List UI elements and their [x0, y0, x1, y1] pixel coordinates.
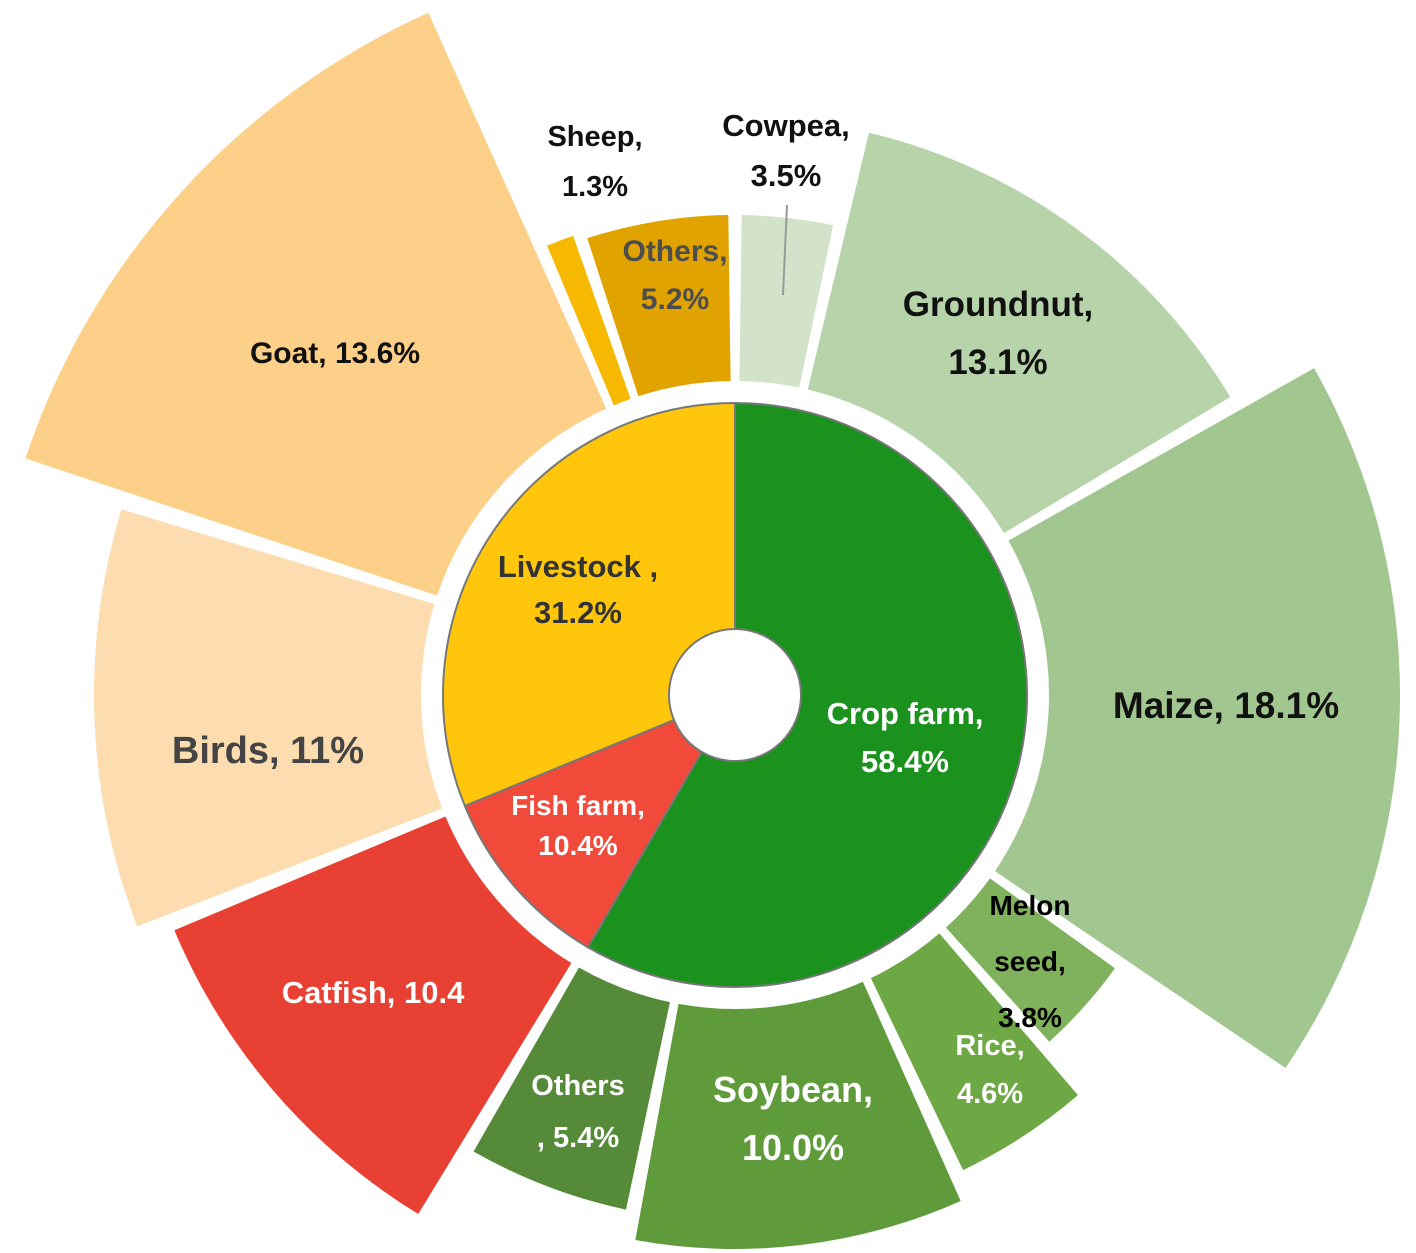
outer-segment-livestock-others: [587, 215, 731, 397]
outer-label-livestock-birds-line: Birds, 11%: [172, 730, 364, 772]
outer-segment-crop-farm-cowpea: [739, 215, 834, 388]
inner-label-fish-farm-line: 10.4%: [538, 830, 617, 861]
outer-segment-livestock-goat: [25, 12, 607, 596]
outer-label-crop-farm-maize-line: Maize, 18.1%: [1113, 685, 1339, 726]
outer-label-livestock-birds: Birds, 11%: [172, 730, 364, 772]
outer-label-crop-farm-melon-seed: Melon seed, 3.8%: [990, 890, 1071, 1033]
outer-label-crop-farm-cowpea: Cowpea, 3.5%: [722, 108, 849, 193]
outer-label-livestock-goat: Goat, 13.6%: [250, 337, 420, 370]
outer-label-crop-farm-melon-seed-line: 3.8%: [998, 1002, 1062, 1033]
outer-label-crop-farm-rice-line: Rice,: [955, 1030, 1024, 1062]
inner-label-livestock-line: Livestock ,: [498, 549, 658, 584]
outer-label-livestock-others-line: Others,: [622, 235, 727, 268]
outer-segment-crop-farm-others: [473, 967, 670, 1210]
outer-segment-crop-farm-rice: [870, 933, 1078, 1171]
outer-label-crop-farm-others-line: Others: [531, 1070, 624, 1102]
outer-label-livestock-sheep-line: 1.3%: [562, 171, 628, 203]
outer-label-fish-farm-catfish: Catfish, 10.4: [282, 975, 465, 1010]
inner-segment-livestock: [442, 401, 736, 808]
outer-label-livestock-sheep-line: Sheep,: [547, 121, 642, 153]
outer-label-crop-farm-rice-line: 4.6%: [957, 1078, 1023, 1110]
inner-segment-fish-farm: [463, 718, 704, 949]
outer-label-livestock-sheep: Sheep, 1.3%: [547, 121, 642, 203]
outer-label-crop-farm-groundnut-line: Groundnut,: [903, 285, 1094, 324]
outer-label-livestock-others-line: 5.2%: [641, 283, 709, 316]
inner-label-crop-farm: Crop farm, 58.4%: [827, 696, 984, 779]
outer-label-crop-farm-soybean: Soybean, 10.0%: [713, 1069, 873, 1168]
inner-segment-crop-farm: [586, 401, 1028, 988]
outer-label-crop-farm-groundnut: Groundnut, 13.1%: [903, 285, 1094, 382]
outer-label-crop-farm-others: Others , 5.4%: [531, 1070, 624, 1154]
outer-label-crop-farm-cowpea-line: Cowpea,: [722, 108, 849, 143]
outer-label-crop-farm-others-line: , 5.4%: [537, 1122, 619, 1154]
outer-segment-crop-farm-melon-seed: [945, 878, 1115, 1042]
outer-label-crop-farm-melon-seed-line: Melon: [990, 890, 1071, 921]
inner-label-fish-farm: Fish farm, 10.4%: [511, 790, 645, 861]
outer-segment-crop-farm-soybean: [635, 981, 961, 1250]
inner-label-crop-farm-line: 58.4%: [861, 744, 949, 779]
outer-label-crop-farm-rice: Rice, 4.6%: [955, 1030, 1024, 1110]
outer-segment-livestock-sheep: [547, 235, 631, 406]
outer-label-livestock-others: Others, 5.2%: [622, 235, 727, 316]
inner-label-livestock: Livestock , 31.2%: [498, 549, 658, 630]
outer-label-crop-farm-groundnut-line: 13.1%: [948, 343, 1047, 382]
inner-label-livestock-line: 31.2%: [534, 595, 622, 630]
outer-label-crop-farm-soybean-line: Soybean,: [713, 1069, 873, 1110]
outer-segment-crop-farm-maize: [994, 368, 1400, 1069]
outer-label-fish-farm-catfish-line: Catfish, 10.4: [282, 975, 465, 1010]
outer-segment-fish-farm-catfish: [174, 816, 572, 1214]
inner-label-fish-farm-line: Fish farm,: [511, 790, 645, 821]
outer-label-crop-farm-cowpea-line: 3.5%: [751, 158, 822, 193]
outer-segment-livestock-birds: [93, 509, 443, 927]
inner-label-crop-farm-line: Crop farm,: [827, 696, 984, 731]
outer-label-livestock-goat-line: Goat, 13.6%: [250, 337, 420, 370]
outer-label-crop-farm-soybean-line: 10.0%: [742, 1127, 844, 1168]
outer-label-crop-farm-melon-seed-line: seed,: [994, 946, 1066, 977]
cowpea-leader-line: [782, 204, 788, 296]
outer-segment-crop-farm-groundnut: [807, 132, 1231, 534]
outer-label-crop-farm-maize: Maize, 18.1%: [1113, 685, 1339, 726]
